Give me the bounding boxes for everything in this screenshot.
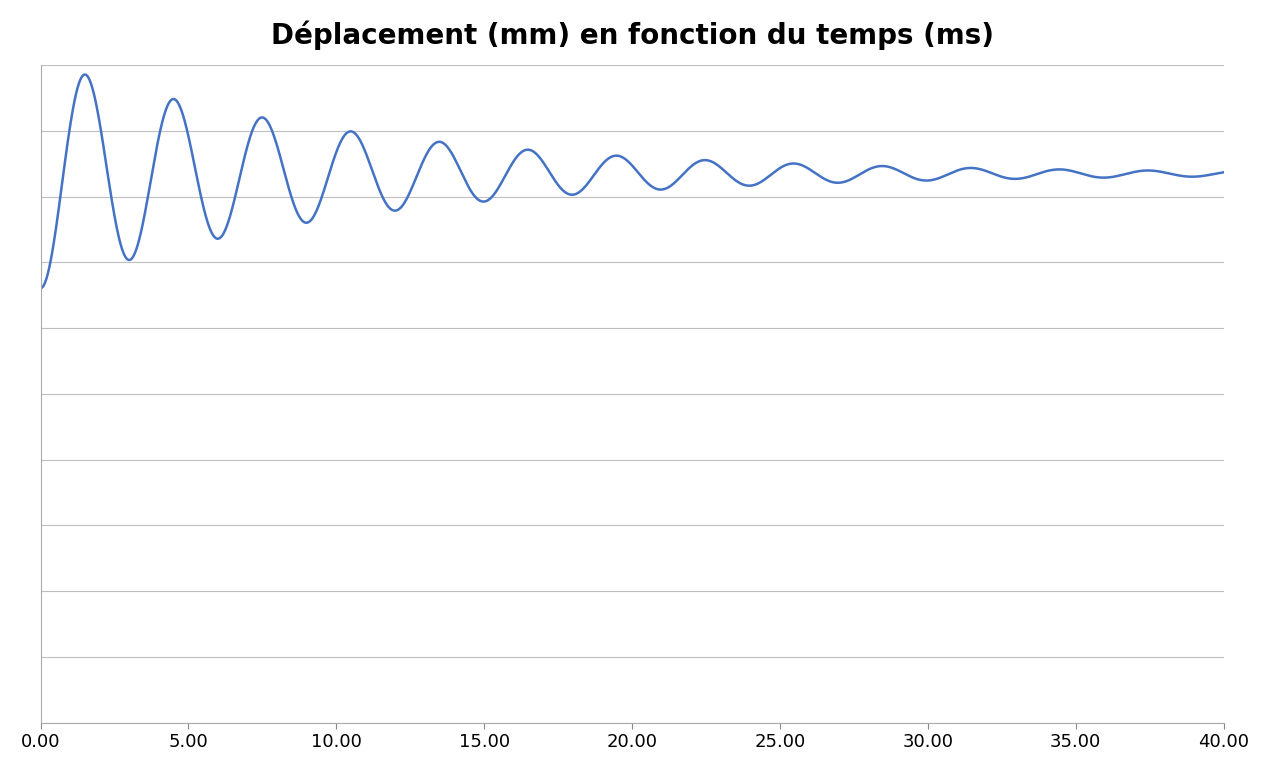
Title: Déplacement (mm) en fonction du temps (ms): Déplacement (mm) en fonction du temps (m… [271, 21, 993, 50]
